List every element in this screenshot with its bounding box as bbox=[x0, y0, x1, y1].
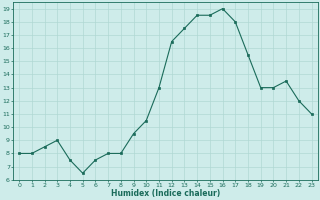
X-axis label: Humidex (Indice chaleur): Humidex (Indice chaleur) bbox=[111, 189, 220, 198]
